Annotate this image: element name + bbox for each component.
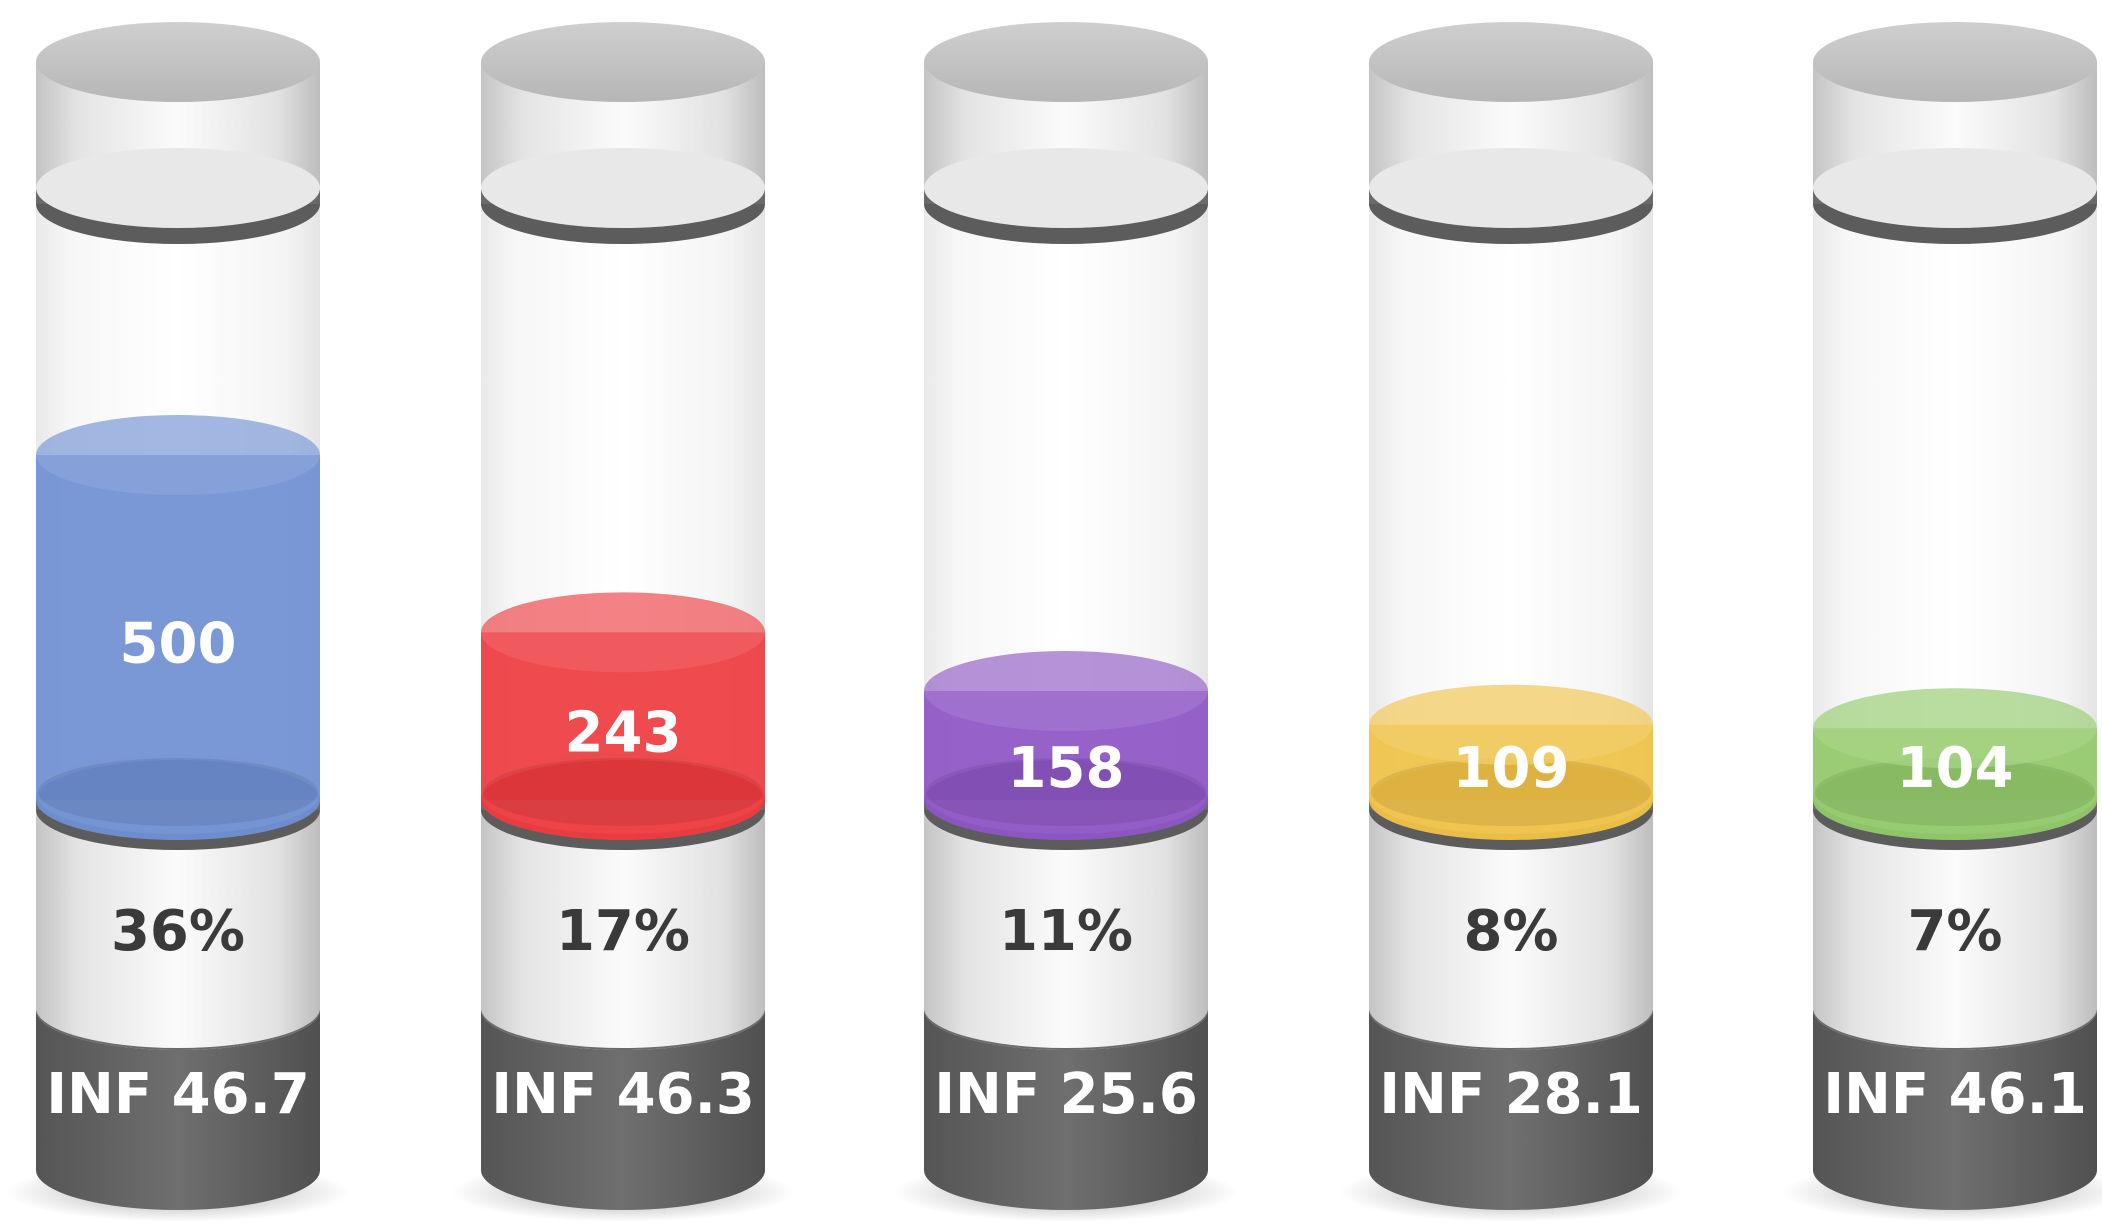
percent-label: 36% [111, 899, 245, 964]
value-label: 243 [565, 700, 682, 765]
cylinder-5: 104 7% INF 46.1 [1783, 22, 2102, 1222]
category-label: INF 28.1 [1379, 1062, 1643, 1127]
value-label: 109 [1453, 736, 1570, 801]
cylinder-lid [1813, 22, 2097, 102]
value-label: 104 [1897, 736, 2014, 801]
value-fill [481, 592, 765, 840]
category-label: INF 46.7 [46, 1062, 310, 1127]
value-fill [924, 650, 1208, 840]
cylinders-group: 500 36% INF 46.7 243 17% INF 46.3 158 11% INF 25… [6, 22, 2102, 1222]
category-label: INF 46.3 [491, 1062, 755, 1127]
cylinder-1: 500 36% INF 46.7 [6, 22, 350, 1222]
cylinder-lid [924, 22, 1208, 102]
value-label: 158 [1008, 736, 1125, 801]
cylinder-lid [481, 22, 765, 102]
cylinder-2: 243 17% INF 46.3 [451, 22, 795, 1222]
percent-label: 8% [1463, 899, 1558, 964]
cylinder-3: 158 11% INF 25.6 [894, 22, 1238, 1222]
cylinder-lid [36, 22, 320, 102]
percent-label: 17% [556, 899, 690, 964]
value-fill [36, 415, 320, 840]
value-label: 500 [120, 612, 237, 677]
value-fill [1813, 688, 2097, 840]
category-label: INF 46.1 [1823, 1062, 2087, 1127]
cylinder-4: 109 8% INF 28.1 [1339, 22, 1683, 1222]
cylinder-lid [1369, 22, 1653, 102]
category-label: INF 25.6 [934, 1062, 1198, 1127]
percent-label: 7% [1907, 899, 2002, 964]
percent-label: 11% [999, 899, 1133, 964]
value-fill [1369, 684, 1653, 840]
